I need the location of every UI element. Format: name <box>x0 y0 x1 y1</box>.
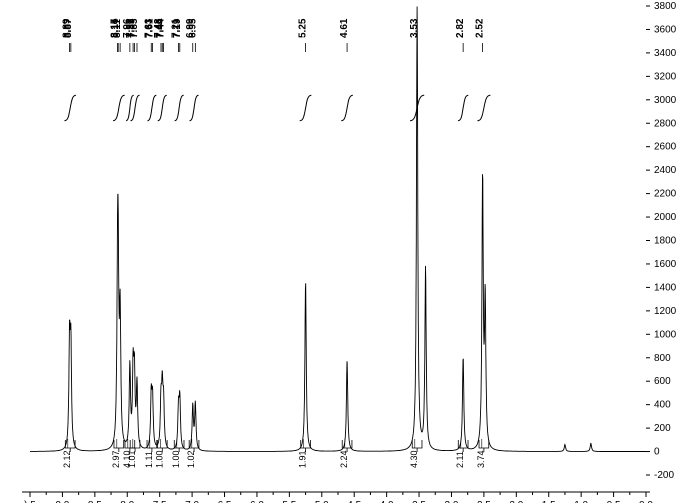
integral-label: 2.97 — <box>111 439 121 468</box>
y-tick-label: 3600 <box>654 24 677 35</box>
y-tick-label: 400 <box>654 400 671 411</box>
integral-label: 1.00 — <box>154 439 164 468</box>
y-tick-label: 2400 <box>654 165 677 176</box>
integral-label: 3.74 — <box>476 439 486 468</box>
integral-curve <box>113 95 125 121</box>
integral-label: 4.30 — <box>409 439 419 468</box>
y-tick-label: -200 <box>654 470 674 481</box>
peak-label: 2.82 <box>455 18 466 38</box>
integral-curve <box>158 95 167 121</box>
y-tick-label: 2200 <box>654 189 677 200</box>
y-tick-label: 3000 <box>654 95 677 106</box>
integral-label: 2.24 — <box>339 439 349 468</box>
y-tick-label: 2600 <box>654 142 677 153</box>
y-tick-label: 2800 <box>654 118 677 129</box>
peak-label: 7.19 <box>172 18 183 38</box>
y-tick-label: 600 <box>654 376 671 387</box>
peak-label: 4.61 <box>339 18 350 38</box>
integral-label: 1.91 — <box>298 439 308 468</box>
integral-label: 1.00 — <box>171 439 181 468</box>
y-tick-label: 1600 <box>654 259 677 270</box>
y-tick-label: 2000 <box>654 212 677 223</box>
peak-label: 2.52 <box>475 18 486 38</box>
y-tick-label: 3200 <box>654 71 677 82</box>
integral-curve <box>126 95 134 121</box>
nmr-svg: 3800360034003200300028002600240022002000… <box>0 0 699 503</box>
nmr-chart: 3800360034003200300028002600240022002000… <box>0 0 699 503</box>
peak-label: 8.87 <box>63 18 74 38</box>
peak-label: 5.25 <box>298 18 309 38</box>
integral-label: 1.01 — <box>127 439 137 468</box>
integral-label: 2.11 — <box>455 440 465 468</box>
peak-label: 7.44 <box>156 18 167 38</box>
y-tick-label: 1400 <box>654 282 677 293</box>
y-tick-label: 1000 <box>654 329 677 340</box>
integral-curve <box>147 95 156 121</box>
integral-curve <box>190 95 199 121</box>
integral-label: 1.02 — <box>186 439 196 468</box>
y-tick-label: 0 <box>654 447 660 458</box>
integral-curve <box>477 95 490 121</box>
y-tick-label: 3800 <box>654 1 677 12</box>
integral-curve <box>458 95 468 121</box>
y-tick-label: 3400 <box>654 48 677 59</box>
y-tick-label: 1800 <box>654 236 677 247</box>
integral-label: 1.11 — <box>144 440 154 468</box>
peak-label: 7.85 <box>129 18 140 38</box>
integral-curve <box>300 95 312 121</box>
integral-curve <box>64 95 76 121</box>
y-tick-label: 800 <box>654 353 671 364</box>
integral-label: 2.12 — <box>62 439 72 468</box>
peak-label: 6.95 <box>187 18 198 38</box>
spectrum-trace <box>30 7 646 452</box>
integral-curve <box>175 95 184 121</box>
integral-curve <box>131 95 140 121</box>
y-tick-label: 1200 <box>654 306 677 317</box>
integral-curve <box>341 95 353 121</box>
peak-label: 3.53 <box>409 18 420 38</box>
y-tick-label: 200 <box>654 423 671 434</box>
